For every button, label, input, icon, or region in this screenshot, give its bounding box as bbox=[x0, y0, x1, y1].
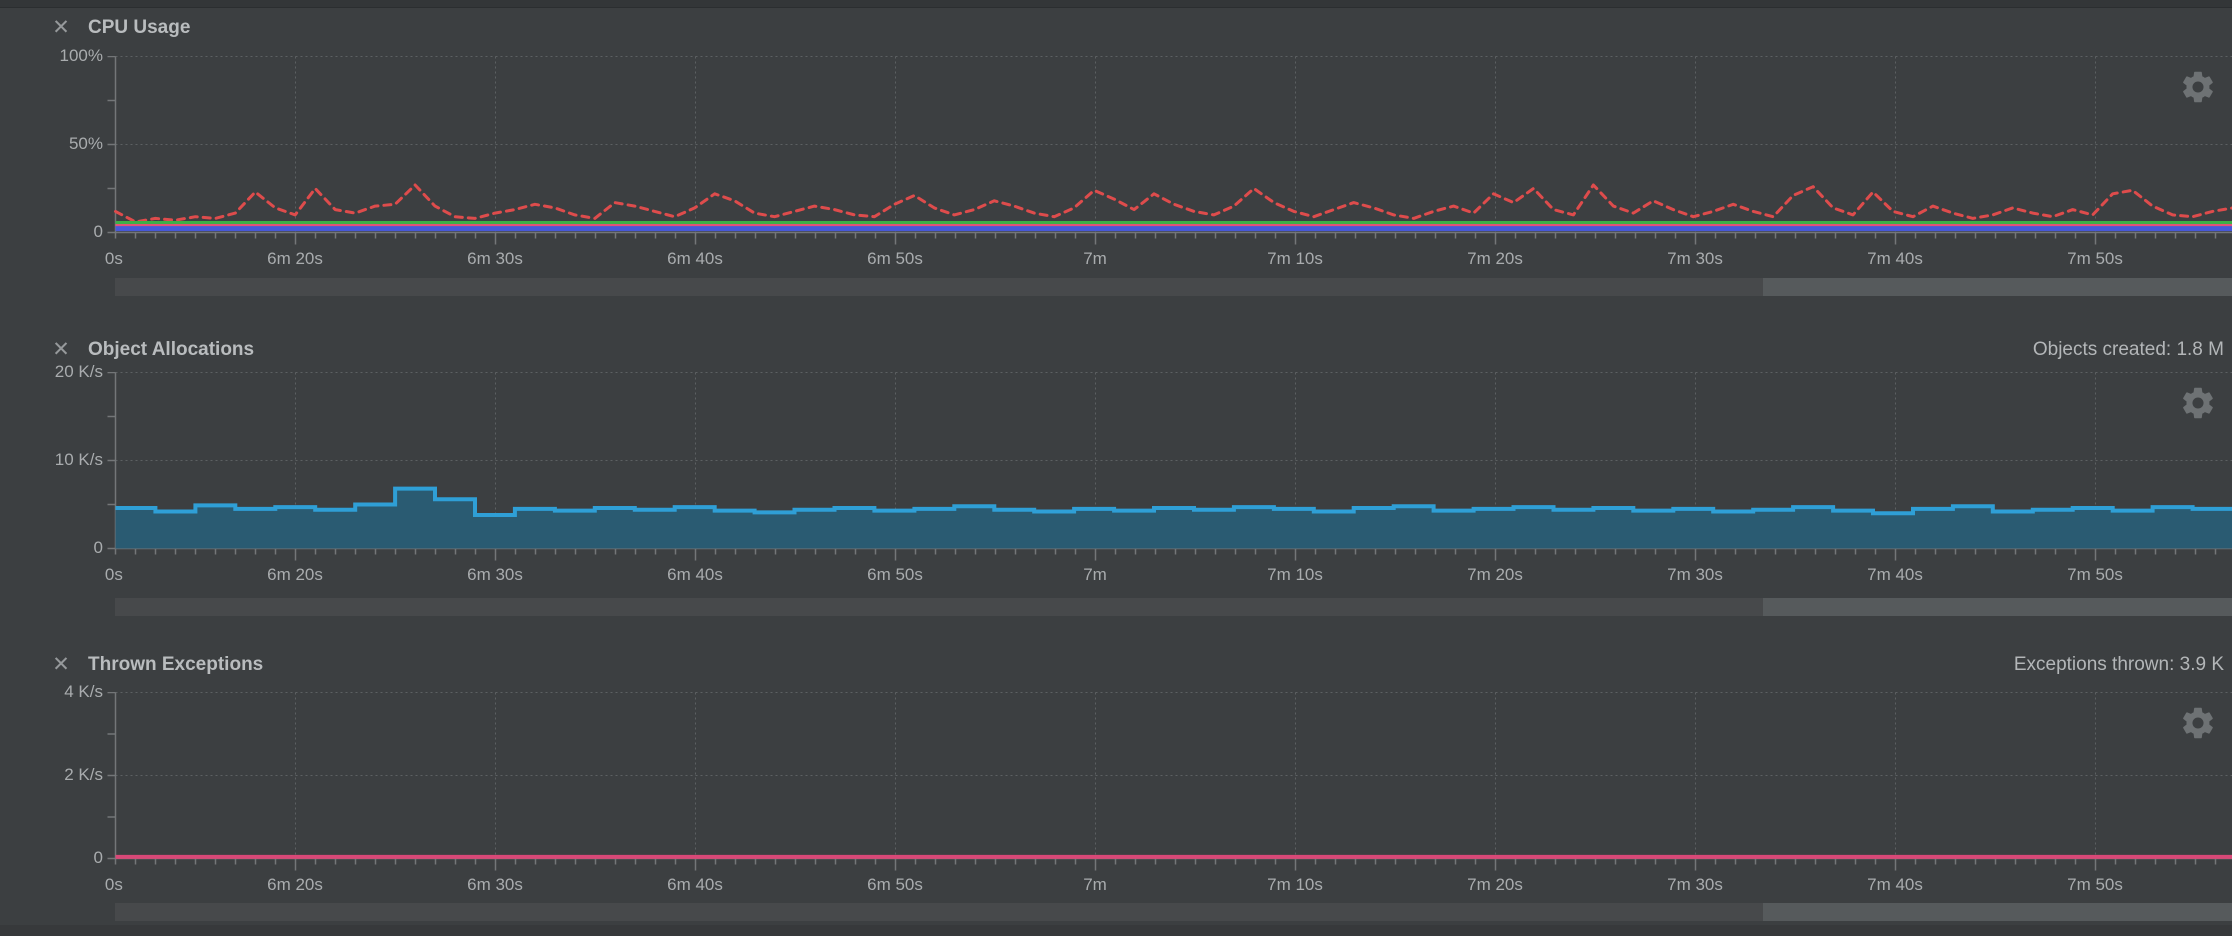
x-axis-label: 7m bbox=[1083, 249, 1107, 268]
horizontal-scrollbar[interactable] bbox=[115, 903, 2232, 921]
y-axis-label: 0 bbox=[93, 222, 103, 241]
x-axis-labels: 6m 10s 6m 20s 6m 30s 6m 40s 6m 50s 7m 7m 10s 7m… bbox=[105, 872, 2232, 898]
x-axis-label: 7m 30s bbox=[1667, 249, 1723, 268]
x-axis-label: 6m 10s bbox=[105, 565, 123, 584]
horizontal-scrollbar[interactable] bbox=[115, 278, 2232, 296]
panel-header: ✕ Thrown Exceptions Exceptions thrown: 3… bbox=[0, 651, 2232, 681]
x-axis-label: 7m 30s bbox=[1667, 875, 1723, 894]
x-axis-labels: 6m 10s 6m 20s 6m 30s 6m 40s 6m 50s 7m 7m 10s 7m… bbox=[105, 562, 2232, 588]
x-axis-label: 7m 10s bbox=[1267, 565, 1323, 584]
panel-header: ✕ Object Allocations Objects created: 1.… bbox=[0, 336, 2232, 366]
top-divider bbox=[0, 0, 2232, 8]
panel-title: Object Allocations bbox=[88, 339, 255, 360]
x-axis-label: 7m 50s bbox=[2067, 875, 2123, 894]
x-axis-label: 7m 20s bbox=[1467, 875, 1523, 894]
x-axis-label: 6m 10s bbox=[105, 249, 123, 268]
x-axis-label: 6m 50s bbox=[867, 875, 923, 894]
x-axis-labels: 6m 10s 6m 20s 6m 30s 6m 40s 6m 50s 7m 7m 10s 7m… bbox=[105, 246, 2232, 272]
x-axis-label: 6m 30s bbox=[467, 565, 523, 584]
x-axis-label: 7m 40s bbox=[1867, 249, 1923, 268]
x-axis-label: 7m 50s bbox=[2067, 565, 2123, 584]
x-axis-label: 6m 10s bbox=[105, 875, 123, 894]
y-axis-label: 20 K/s bbox=[54, 362, 103, 381]
horizontal-scrollbar[interactable] bbox=[115, 598, 2232, 616]
y-axis-label: 0 bbox=[93, 848, 103, 867]
panel-title: CPU Usage bbox=[88, 17, 191, 38]
panel-stat-label: Exceptions thrown: 3.9 K bbox=[2013, 654, 2224, 675]
x-axis-label: 6m 20s bbox=[267, 565, 323, 584]
x-axis-label: 6m 30s bbox=[467, 875, 523, 894]
cpu-usage-chart[interactable] bbox=[105, 56, 2232, 247]
close-icon[interactable]: ✕ bbox=[52, 338, 70, 361]
object-allocations-panel: ✕ Object Allocations Objects created: 1.… bbox=[0, 330, 2232, 645]
object-allocations-chart[interactable] bbox=[105, 372, 2232, 563]
scrollbar-thumb[interactable] bbox=[1763, 903, 2232, 921]
x-axis-label: 7m 10s bbox=[1267, 875, 1323, 894]
thrown-exceptions-panel: ✕ Thrown Exceptions Exceptions thrown: 3… bbox=[0, 645, 2232, 936]
y-axis-label: 2 K/s bbox=[64, 765, 103, 784]
x-axis-label: 7m bbox=[1083, 565, 1107, 584]
x-axis-label: 7m 40s bbox=[1867, 565, 1923, 584]
x-axis-label: 6m 20s bbox=[267, 249, 323, 268]
scrollbar-thumb[interactable] bbox=[1763, 278, 2232, 296]
thrown-exceptions-chart[interactable] bbox=[105, 692, 2232, 873]
x-axis-label: 6m 20s bbox=[267, 875, 323, 894]
bottom-divider bbox=[0, 925, 2232, 936]
x-axis-label: 6m 40s bbox=[667, 249, 723, 268]
close-icon[interactable]: ✕ bbox=[52, 653, 70, 676]
x-axis-label: 7m 20s bbox=[1467, 249, 1523, 268]
x-axis-label: 6m 50s bbox=[867, 565, 923, 584]
y-axis-label: 100% bbox=[59, 46, 103, 65]
y-axis-label: 10 K/s bbox=[54, 450, 103, 469]
x-axis-label: 6m 40s bbox=[667, 565, 723, 584]
x-axis-label: 6m 40s bbox=[667, 875, 723, 894]
x-axis-label: 6m 50s bbox=[867, 249, 923, 268]
panel-stat-label: Objects created: 1.8 M bbox=[2032, 339, 2224, 360]
panel-title: Thrown Exceptions bbox=[88, 654, 264, 675]
x-axis-label: 7m 20s bbox=[1467, 565, 1523, 584]
x-axis-label: 7m bbox=[1083, 875, 1107, 894]
x-axis-label: 7m 30s bbox=[1667, 565, 1723, 584]
gear-icon[interactable] bbox=[2179, 68, 2217, 106]
x-axis-label: 6m 30s bbox=[467, 249, 523, 268]
close-icon[interactable]: ✕ bbox=[52, 16, 70, 39]
panel-header: ✕ CPU Usage bbox=[0, 14, 2232, 44]
y-axis-label: 0 bbox=[93, 538, 103, 557]
x-axis-label: 7m 50s bbox=[2067, 249, 2123, 268]
scrollbar-thumb[interactable] bbox=[1763, 598, 2232, 616]
y-axis-label: 4 K/s bbox=[64, 682, 103, 701]
x-axis-label: 7m 10s bbox=[1267, 249, 1323, 268]
x-axis-label: 7m 40s bbox=[1867, 875, 1923, 894]
gear-icon[interactable] bbox=[2179, 704, 2217, 742]
y-axis-label: 50% bbox=[68, 134, 103, 153]
gear-icon[interactable] bbox=[2179, 384, 2217, 422]
